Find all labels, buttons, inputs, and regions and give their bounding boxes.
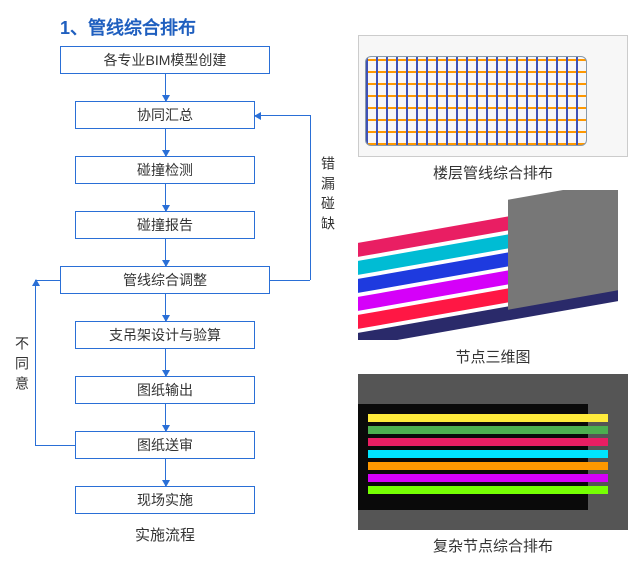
arrow xyxy=(165,74,166,101)
arrow xyxy=(165,129,166,156)
flow-node: 管线综合调整 xyxy=(60,266,270,294)
node-label: 协同汇总 xyxy=(137,105,193,125)
node-label: 碰撞检测 xyxy=(137,160,193,180)
node-label: 管线综合调整 xyxy=(123,270,207,290)
flow-node: 现场实施 xyxy=(75,486,255,514)
node-label: 图纸输出 xyxy=(137,380,193,400)
flowchart: 各专业BIM模型创建 协同汇总 碰撞检测 碰撞报告 管线综合调整 支吊架设计与验… xyxy=(60,46,360,566)
node-label: 碰撞报告 xyxy=(137,215,193,235)
image-caption: 楼层管线综合排布 xyxy=(358,162,628,183)
arrow xyxy=(165,404,166,431)
section-title: 1、管线综合排布 xyxy=(60,14,196,40)
flow-node: 图纸送审 xyxy=(75,431,255,459)
arrow xyxy=(165,239,166,266)
loop-line xyxy=(310,115,311,280)
node-label: 现场实施 xyxy=(137,490,193,510)
loop-right-label: 错漏碰缺 xyxy=(318,156,338,236)
flow-node: 碰撞报告 xyxy=(75,211,255,239)
image-node3d xyxy=(358,190,628,340)
node-label: 图纸送审 xyxy=(137,435,193,455)
arrow xyxy=(165,349,166,376)
arrow xyxy=(165,459,166,486)
flow-node: 支吊架设计与验算 xyxy=(75,321,255,349)
arrow xyxy=(165,294,166,321)
loop-line xyxy=(35,280,36,445)
image-caption: 复杂节点综合排布 xyxy=(358,535,628,556)
image-caption: 节点三维图 xyxy=(358,346,628,367)
flow-node: 碰撞检测 xyxy=(75,156,255,184)
flow-caption: 实施流程 xyxy=(135,524,195,545)
loop-line xyxy=(35,445,75,446)
image-floorplan xyxy=(358,36,628,156)
loop-arrow xyxy=(255,115,310,116)
node-label: 支吊架设计与验算 xyxy=(109,325,221,345)
node-label: 各专业BIM模型创建 xyxy=(104,50,227,70)
loop-line xyxy=(35,280,60,281)
flow-node: 协同汇总 xyxy=(75,101,255,129)
flow-node: 图纸输出 xyxy=(75,376,255,404)
arrow xyxy=(165,184,166,211)
image-complex xyxy=(358,374,628,530)
loop-left-label: 不同意 xyxy=(12,336,32,396)
loop-line xyxy=(270,280,310,281)
flow-node: 各专业BIM模型创建 xyxy=(60,46,270,74)
